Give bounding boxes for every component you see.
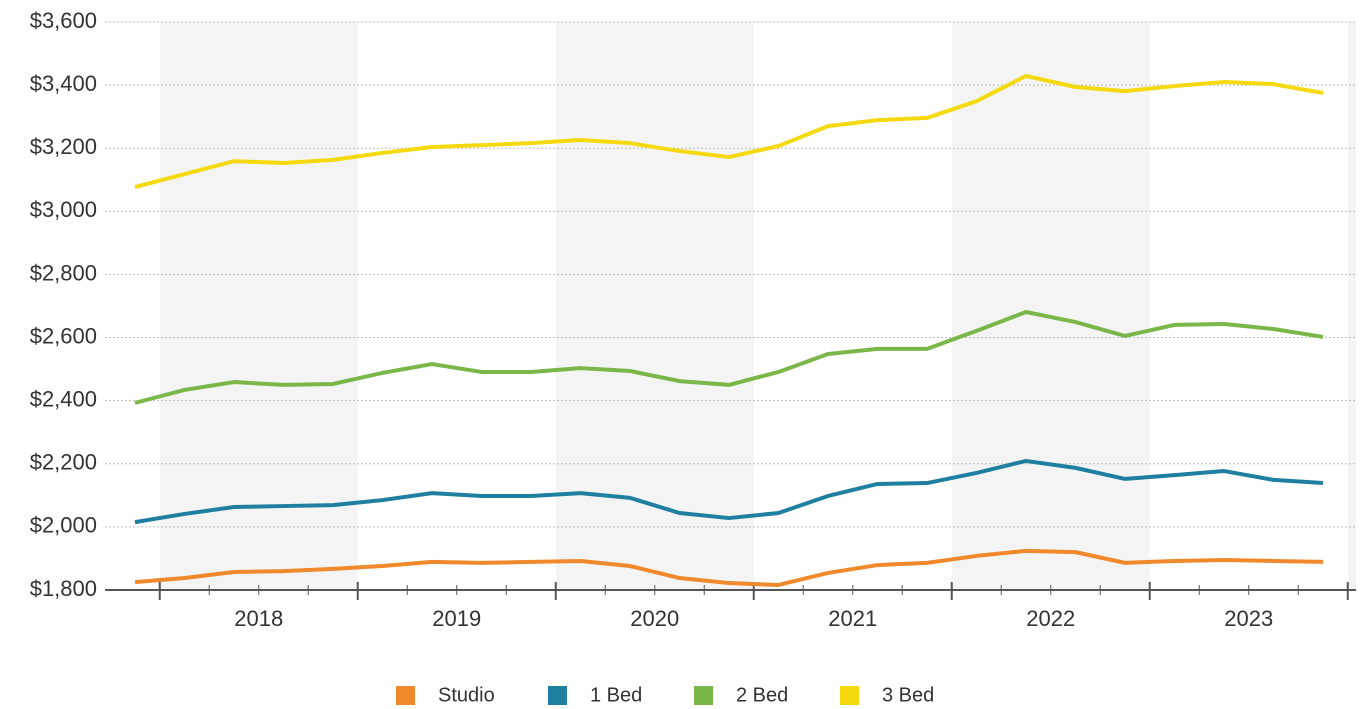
- legend-label: 1 Bed: [590, 684, 642, 706]
- line: [134, 548, 1324, 587]
- band: [1347, 22, 1356, 590]
- x-tick-label: 2021: [828, 606, 877, 631]
- line: [134, 73, 1324, 189]
- line: [134, 458, 1324, 525]
- y-tick-label: $3,600: [30, 8, 97, 33]
- line: [134, 309, 1324, 405]
- y-tick-label: $2,400: [30, 386, 97, 411]
- y-tick-label: $1,800: [30, 576, 97, 601]
- legend-swatch: [694, 686, 713, 705]
- y-tick-label: $3,400: [30, 71, 97, 96]
- band: [159, 22, 358, 590]
- legend-swatch: [396, 686, 415, 705]
- x-tick-label: 2018: [234, 606, 283, 631]
- legend-swatch: [840, 686, 859, 705]
- y-tick-label: $2,800: [30, 260, 97, 285]
- y-tick-label: $3,000: [30, 197, 97, 222]
- legend-label: 2 Bed: [736, 684, 788, 706]
- y-tick-label: $2,000: [30, 513, 97, 538]
- y-tick-label: $2,200: [30, 450, 97, 475]
- legend-label: Studio: [438, 684, 495, 706]
- legend-label: 3 Bed: [882, 684, 934, 706]
- y-tick-label: $2,600: [30, 323, 97, 348]
- x-tick-label: 2020: [630, 606, 679, 631]
- band: [951, 22, 1150, 590]
- y-tick-label: $3,200: [30, 134, 97, 159]
- x-tick-label: 2019: [432, 606, 481, 631]
- x-tick-label: 2023: [1224, 606, 1273, 631]
- x-tick-label: 2022: [1026, 606, 1075, 631]
- legend-swatch: [548, 686, 567, 705]
